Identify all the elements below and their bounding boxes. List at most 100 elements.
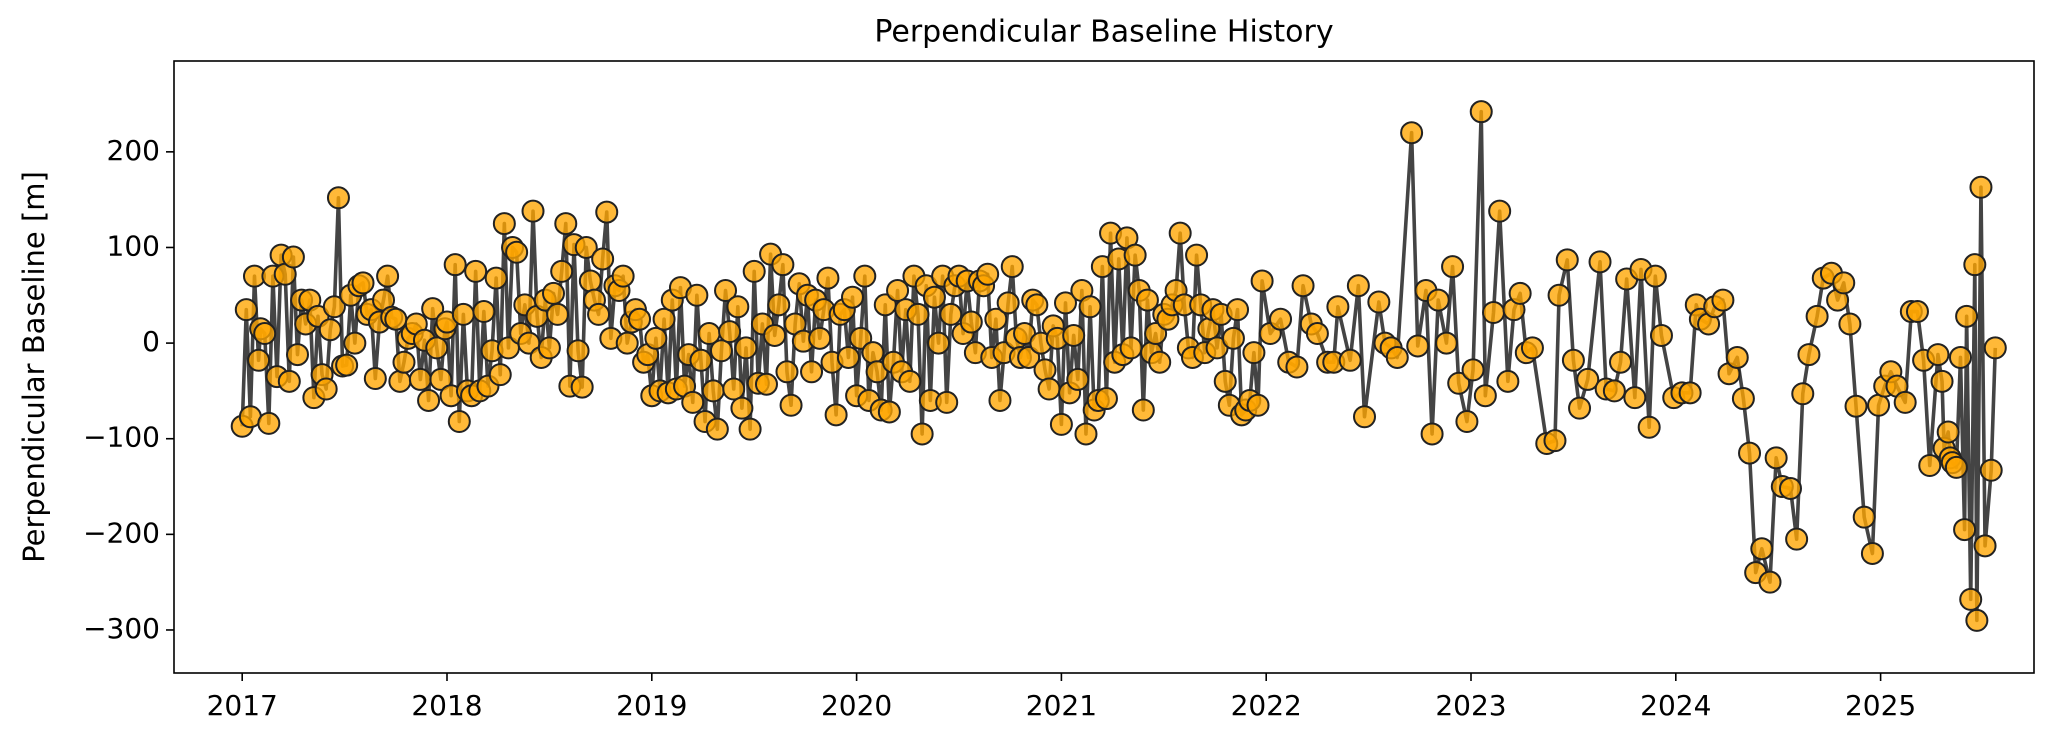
data-point [1623, 386, 1647, 410]
y-axis-label: Perpendicular Baseline [m] [17, 171, 51, 563]
data-point [1213, 369, 1237, 393]
data-point [257, 411, 281, 435]
x-tick-label: 2024 [1640, 689, 1711, 722]
data-point [335, 353, 359, 377]
data-point [771, 253, 795, 277]
plot-area [230, 100, 2007, 632]
data-point [718, 320, 742, 344]
data-point [253, 322, 277, 346]
data-point [1406, 334, 1430, 358]
data-point [1434, 331, 1458, 355]
data-point [1250, 269, 1274, 293]
data-point [1346, 274, 1370, 298]
data-point [959, 310, 983, 334]
data-point [1420, 422, 1444, 446]
data-point [277, 369, 301, 393]
data-point [615, 331, 639, 355]
data-point [1948, 345, 1972, 369]
data-point [451, 302, 475, 326]
x-tick-label: 2017 [207, 689, 278, 722]
data-point [1053, 291, 1077, 315]
data-point [1426, 288, 1450, 312]
data-point [1643, 264, 1667, 288]
data-point [1905, 300, 1929, 324]
data-point [1326, 295, 1350, 319]
data-point [318, 318, 342, 342]
data-point [351, 271, 375, 295]
data-point [1791, 382, 1815, 406]
data-point [836, 345, 860, 369]
data-point [1135, 288, 1159, 312]
data-point [1246, 393, 1270, 417]
data-point [853, 264, 877, 288]
data-point [1832, 271, 1856, 295]
data-point [521, 199, 545, 223]
data-point [775, 360, 799, 384]
data-point [734, 336, 758, 360]
data-point [322, 295, 346, 319]
data-point [425, 336, 449, 360]
data-point [1838, 312, 1862, 336]
data-point [546, 302, 570, 326]
data-point [1242, 341, 1266, 365]
data-point [1520, 336, 1544, 360]
data-point [705, 417, 729, 441]
data-point [1338, 348, 1362, 372]
data-point [1936, 420, 1960, 444]
data-point [1543, 429, 1567, 453]
data-point [1805, 304, 1829, 328]
data-point [484, 266, 508, 290]
data-point [343, 331, 367, 355]
data-point [1066, 367, 1090, 391]
data-point [1123, 243, 1147, 267]
chart-title: Perpendicular Baseline History [874, 15, 1333, 50]
data-point [800, 360, 824, 384]
data-point [443, 253, 467, 277]
data-point [988, 388, 1012, 412]
data-point [326, 186, 350, 210]
data-point [685, 283, 709, 307]
data-point [408, 367, 432, 391]
data-point [554, 212, 578, 236]
data-point [1226, 298, 1250, 322]
data-point [886, 279, 910, 302]
data-point [566, 339, 590, 363]
data-point [714, 279, 738, 302]
data-point [877, 400, 901, 424]
data-point [1955, 304, 1979, 328]
data-point [1400, 121, 1424, 145]
x-tick-label: 2018 [411, 689, 482, 722]
data-point [927, 331, 951, 355]
data-point [1094, 387, 1118, 411]
data-point [1844, 394, 1868, 418]
data-point [1353, 405, 1377, 429]
data-point [701, 379, 725, 403]
data-point [730, 396, 754, 420]
data-point [1269, 307, 1293, 331]
data-point [1025, 293, 1049, 317]
y-tick-label: 200 [107, 134, 160, 167]
y-tick-label: 0 [142, 325, 160, 358]
data-point [1609, 350, 1633, 374]
data-point [628, 307, 652, 331]
data-point [1983, 336, 2007, 360]
data-point [1461, 358, 1485, 382]
data-point [1441, 255, 1465, 279]
data-point [1131, 398, 1155, 422]
data-point [1602, 379, 1626, 403]
x-tick-label: 2019 [616, 689, 687, 722]
data-point [363, 366, 387, 390]
data-point [1561, 348, 1585, 372]
data-point [1678, 381, 1702, 405]
data-point [1893, 390, 1917, 414]
data-point [1750, 537, 1774, 561]
data-point [1973, 534, 1997, 558]
data-point [595, 200, 619, 224]
data-point [976, 262, 1000, 286]
data-point [537, 336, 561, 360]
data-point [1649, 323, 1673, 347]
data-point [1568, 396, 1592, 420]
data-point [1367, 290, 1391, 314]
